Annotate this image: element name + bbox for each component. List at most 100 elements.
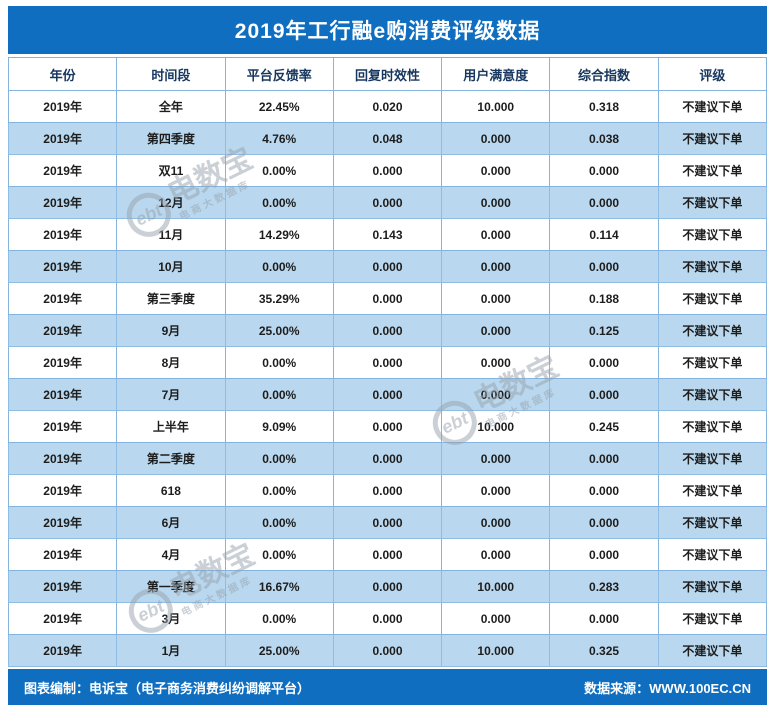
cell-composite-index: 0.000 <box>549 250 659 283</box>
cell-year: 2019年 <box>7 442 118 475</box>
cell-composite-index: 0.000 <box>549 602 659 635</box>
cell-year: 2019年 <box>7 250 118 283</box>
cell-composite-index: 0.283 <box>549 570 659 603</box>
cell-composite-index: 0.000 <box>549 442 659 475</box>
cell-reply-timeliness: 0.000 <box>332 186 443 219</box>
cell-reply-timeliness: 0.000 <box>332 282 443 315</box>
table-body: 2019年 全年 22.45% 0.020 10.000 0.318 不建议下单… <box>7 90 768 667</box>
cell-reply-timeliness: 0.048 <box>332 122 443 155</box>
cell-rating: 不建议下单 <box>657 538 768 571</box>
cell-period: 6月 <box>116 506 226 539</box>
cell-feedback-rate: 25.00% <box>224 634 334 667</box>
cell-reply-timeliness: 0.000 <box>332 154 443 187</box>
cell-user-satisfaction: 0.000 <box>441 186 551 219</box>
cell-rating: 不建议下单 <box>657 602 768 635</box>
cell-composite-index: 0.114 <box>549 218 659 251</box>
cell-period: 第二季度 <box>116 442 226 475</box>
cell-feedback-rate: 0.00% <box>224 186 334 219</box>
cell-feedback-rate: 25.00% <box>224 314 334 347</box>
cell-composite-index: 0.000 <box>549 538 659 571</box>
cell-composite-index: 0.188 <box>549 282 659 315</box>
cell-composite-index: 0.000 <box>549 378 659 411</box>
column-header-reply-timeliness: 回复时效性 <box>332 57 443 91</box>
cell-user-satisfaction: 10.000 <box>441 90 551 123</box>
cell-feedback-rate: 22.45% <box>224 90 334 123</box>
cell-user-satisfaction: 0.000 <box>441 218 551 251</box>
cell-feedback-rate: 4.76% <box>224 122 334 155</box>
cell-rating: 不建议下单 <box>657 346 768 379</box>
cell-period: 1月 <box>116 634 226 667</box>
cell-user-satisfaction: 10.000 <box>441 570 551 603</box>
cell-reply-timeliness: 0.000 <box>332 538 443 571</box>
table-row: 2019年 第四季度 4.76% 0.048 0.000 0.038 不建议下单 <box>7 122 768 155</box>
cell-user-satisfaction: 0.000 <box>441 378 551 411</box>
table-header: 年份 时间段 平台反馈率 回复时效性 用户满意度 综合指数 评级 <box>7 57 768 91</box>
cell-composite-index: 0.318 <box>549 90 659 123</box>
column-header-year: 年份 <box>7 57 118 91</box>
cell-year: 2019年 <box>7 378 118 411</box>
cell-reply-timeliness: 0.000 <box>332 506 443 539</box>
cell-rating: 不建议下单 <box>657 314 768 347</box>
cell-period: 8月 <box>116 346 226 379</box>
cell-user-satisfaction: 0.000 <box>441 346 551 379</box>
cell-period: 4月 <box>116 538 226 571</box>
cell-feedback-rate: 0.00% <box>224 506 334 539</box>
cell-user-satisfaction: 0.000 <box>441 474 551 507</box>
cell-year: 2019年 <box>7 474 118 507</box>
cell-feedback-rate: 16.67% <box>224 570 334 603</box>
table-row: 2019年 全年 22.45% 0.020 10.000 0.318 不建议下单 <box>7 90 768 123</box>
cell-user-satisfaction: 0.000 <box>441 442 551 475</box>
cell-reply-timeliness: 0.000 <box>332 570 443 603</box>
page-title: 2019年工行融e购消费评级数据 <box>234 20 541 43</box>
cell-feedback-rate: 14.29% <box>224 218 334 251</box>
cell-year: 2019年 <box>7 506 118 539</box>
table-row: 2019年 3月 0.00% 0.000 0.000 0.000 不建议下单 <box>7 602 768 635</box>
cell-composite-index: 0.325 <box>549 634 659 667</box>
cell-composite-index: 0.000 <box>549 346 659 379</box>
cell-rating: 不建议下单 <box>657 90 768 123</box>
cell-period: 12月 <box>116 186 226 219</box>
cell-period: 全年 <box>116 90 226 123</box>
cell-rating: 不建议下单 <box>657 154 768 187</box>
cell-user-satisfaction: 10.000 <box>441 634 551 667</box>
cell-rating: 不建议下单 <box>657 186 768 219</box>
cell-feedback-rate: 0.00% <box>224 250 334 283</box>
table-header-row: 年份 时间段 平台反馈率 回复时效性 用户满意度 综合指数 评级 <box>7 57 768 91</box>
cell-year: 2019年 <box>7 282 118 315</box>
cell-reply-timeliness: 0.000 <box>332 314 443 347</box>
table-row: 2019年 7月 0.00% 0.000 0.000 0.000 不建议下单 <box>7 378 768 411</box>
cell-user-satisfaction: 0.000 <box>441 538 551 571</box>
table-row: 2019年 6月 0.00% 0.000 0.000 0.000 不建议下单 <box>7 506 768 539</box>
cell-rating: 不建议下单 <box>657 282 768 315</box>
cell-user-satisfaction: 10.000 <box>441 410 551 443</box>
column-header-period: 时间段 <box>116 57 226 91</box>
table-row: 2019年 12月 0.00% 0.000 0.000 0.000 不建议下单 <box>7 186 768 219</box>
cell-composite-index: 0.125 <box>549 314 659 347</box>
cell-reply-timeliness: 0.000 <box>332 410 443 443</box>
cell-reply-timeliness: 0.000 <box>332 442 443 475</box>
title-bar: 2019年工行融e购消费评级数据 <box>8 6 767 54</box>
cell-rating: 不建议下单 <box>657 218 768 251</box>
table-row: 2019年 1月 25.00% 0.000 10.000 0.325 不建议下单 <box>7 634 768 667</box>
cell-period: 11月 <box>116 218 226 251</box>
cell-reply-timeliness: 0.143 <box>332 218 443 251</box>
table-row: 2019年 第一季度 16.67% 0.000 10.000 0.283 不建议… <box>7 570 768 603</box>
cell-year: 2019年 <box>7 570 118 603</box>
cell-year: 2019年 <box>7 602 118 635</box>
cell-reply-timeliness: 0.020 <box>332 90 443 123</box>
cell-feedback-rate: 0.00% <box>224 346 334 379</box>
rating-table: 年份 时间段 平台反馈率 回复时效性 用户满意度 综合指数 评级 2019年 全… <box>7 57 768 667</box>
cell-feedback-rate: 0.00% <box>224 538 334 571</box>
column-header-user-satisfaction: 用户满意度 <box>441 57 551 91</box>
cell-year: 2019年 <box>7 218 118 251</box>
cell-composite-index: 0.038 <box>549 122 659 155</box>
cell-year: 2019年 <box>7 90 118 123</box>
footer-source-left: 图表编制：电诉宝（电子商务消费纠纷调解平台） <box>24 680 311 696</box>
column-header-feedback-rate: 平台反馈率 <box>224 57 334 91</box>
cell-rating: 不建议下单 <box>657 378 768 411</box>
cell-period: 9月 <box>116 314 226 347</box>
cell-user-satisfaction: 0.000 <box>441 602 551 635</box>
cell-period: 7月 <box>116 378 226 411</box>
cell-feedback-rate: 0.00% <box>224 154 334 187</box>
